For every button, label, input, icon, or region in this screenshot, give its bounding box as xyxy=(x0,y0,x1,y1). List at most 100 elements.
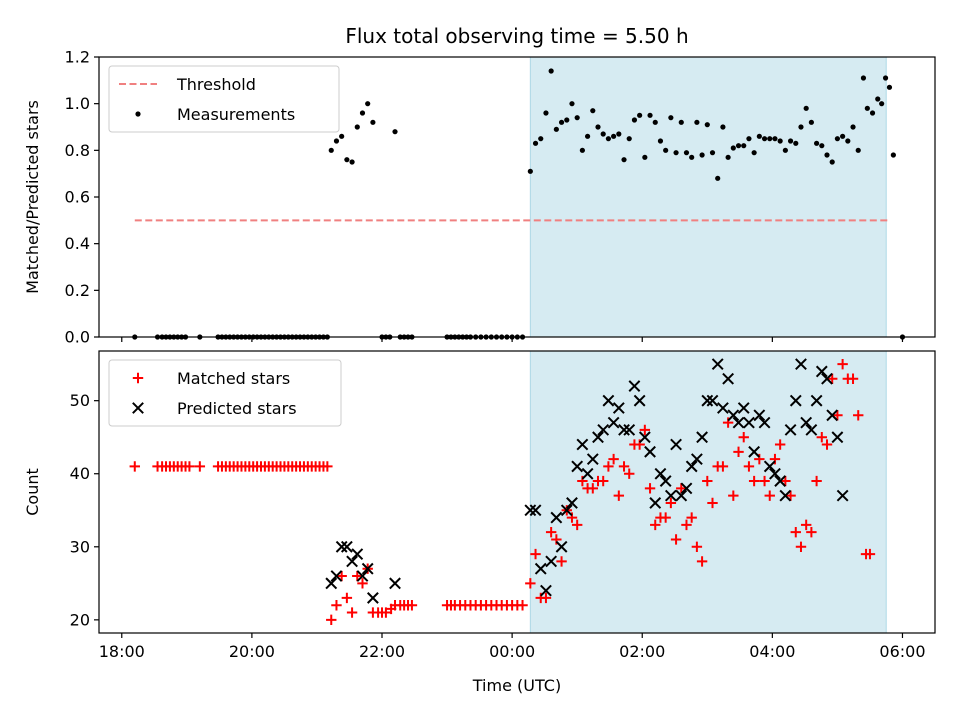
matched-star-marker xyxy=(847,373,859,384)
measurement-point xyxy=(798,124,804,130)
measurement-point xyxy=(694,119,700,125)
matched-star-marker xyxy=(406,600,418,611)
measurement-point xyxy=(652,119,658,125)
y-tick-label: 30 xyxy=(70,537,90,556)
axes-frame xyxy=(98,350,936,634)
measurement-point xyxy=(730,145,736,151)
predicted-star-marker xyxy=(325,577,338,590)
y-tick-label: 0.8 xyxy=(65,141,90,160)
predicted-star-marker xyxy=(356,570,369,582)
measurement-point xyxy=(725,154,731,160)
predicted-star-marker xyxy=(711,358,724,371)
x-tick-label: 22:00 xyxy=(359,642,405,661)
matched-star-marker xyxy=(696,556,708,567)
measurement-point xyxy=(886,84,893,90)
measurement-point xyxy=(543,110,549,116)
y-tick-label: 0.2 xyxy=(65,281,90,300)
measurement-point xyxy=(782,147,788,153)
predicted-star-marker xyxy=(748,445,761,458)
observing-window-span xyxy=(529,350,887,634)
predicted-star-marker xyxy=(540,584,552,597)
matched-star-marker xyxy=(864,548,876,560)
measurement-point xyxy=(787,138,794,144)
predicted-star-marker xyxy=(545,555,558,568)
matched-star-marker xyxy=(821,439,833,450)
measurement-point xyxy=(631,117,638,123)
measurement-point xyxy=(709,150,716,156)
predicted-star-marker xyxy=(831,431,844,444)
x-tick-label: 02:00 xyxy=(619,642,665,661)
measurement-point xyxy=(829,159,835,165)
matched-star-marker xyxy=(816,432,827,443)
predicted-star-marker xyxy=(821,372,833,385)
predicted-star-marker xyxy=(602,394,615,407)
legend-matched-swatch xyxy=(132,372,144,384)
predicted-star-marker xyxy=(361,562,374,575)
predicted-star-marker xyxy=(664,489,677,502)
legend-label: Matched stars xyxy=(177,369,290,388)
predicted-star-marker xyxy=(351,548,364,561)
predicted-star-marker xyxy=(836,489,849,502)
x-tick-label: 18:00 xyxy=(99,642,145,661)
predicted-star-marker xyxy=(659,475,672,487)
matched-star-marker xyxy=(380,607,392,618)
measurement-point xyxy=(678,119,684,125)
predicted-star-marker xyxy=(779,489,792,502)
matched-star-marker xyxy=(322,461,333,472)
predicted-star-marker xyxy=(805,423,818,436)
y-tick-label: 20 xyxy=(70,610,90,629)
predicted-star-marker xyxy=(789,394,802,407)
measurement-point xyxy=(344,157,350,163)
matched-star-marker xyxy=(326,614,337,626)
matched-star-marker xyxy=(686,512,697,523)
matched-star-marker xyxy=(764,490,775,501)
measurement-point xyxy=(600,131,606,137)
measurement-point xyxy=(642,154,648,160)
predicted-star-marker xyxy=(550,511,563,524)
legend-box xyxy=(108,359,342,427)
measurement-point xyxy=(663,147,669,153)
predicted-star-marker xyxy=(795,358,807,371)
legend-measurement-swatch xyxy=(135,111,141,117)
predicted-star-marker xyxy=(758,416,771,429)
predicted-star-marker xyxy=(727,409,740,422)
matched-star-marker xyxy=(357,578,368,589)
measurement-point xyxy=(328,147,334,153)
matched-star-marker xyxy=(525,578,536,589)
measurement-point xyxy=(564,117,570,123)
matched-star-marker xyxy=(660,512,671,523)
predicted-star-marker xyxy=(680,482,693,495)
matched-star-marker xyxy=(738,432,749,443)
legend-predicted-swatch xyxy=(132,402,144,414)
measurement-point xyxy=(793,140,799,146)
predicted-star-marker xyxy=(592,431,604,444)
measurement-point xyxy=(803,105,809,111)
predicted-star-marker xyxy=(675,489,688,502)
y-tick-label: 50 xyxy=(70,391,90,410)
predicted-star-marker xyxy=(633,394,646,407)
predicted-star-marker xyxy=(529,504,542,517)
measurement-point xyxy=(370,119,376,125)
measurement-point xyxy=(850,124,856,130)
measurement-point xyxy=(704,122,710,128)
measurement-point xyxy=(683,150,690,156)
measurement-point xyxy=(860,75,867,81)
matched-star-marker xyxy=(743,461,755,472)
predicted-star-marker xyxy=(685,460,698,473)
predicted-star-marker xyxy=(555,540,568,553)
measurement-point xyxy=(741,143,747,149)
y-tick-label: 0.0 xyxy=(65,328,90,347)
measurement-point xyxy=(647,112,653,118)
measurement-point xyxy=(590,108,596,114)
measurement-point xyxy=(354,124,360,130)
legend-label: Measurements xyxy=(177,105,295,124)
predicted-star-marker xyxy=(330,570,343,582)
legend: Threshold Measurements xyxy=(108,65,340,133)
y-tick-label: 40 xyxy=(70,464,90,483)
predicted-star-marker xyxy=(649,497,662,509)
predicted-star-marker xyxy=(612,402,625,414)
predicted-star-marker xyxy=(618,423,630,436)
matched-star-marker xyxy=(517,600,528,611)
measurement-point xyxy=(657,138,664,144)
predicted-star-marker xyxy=(690,453,703,466)
